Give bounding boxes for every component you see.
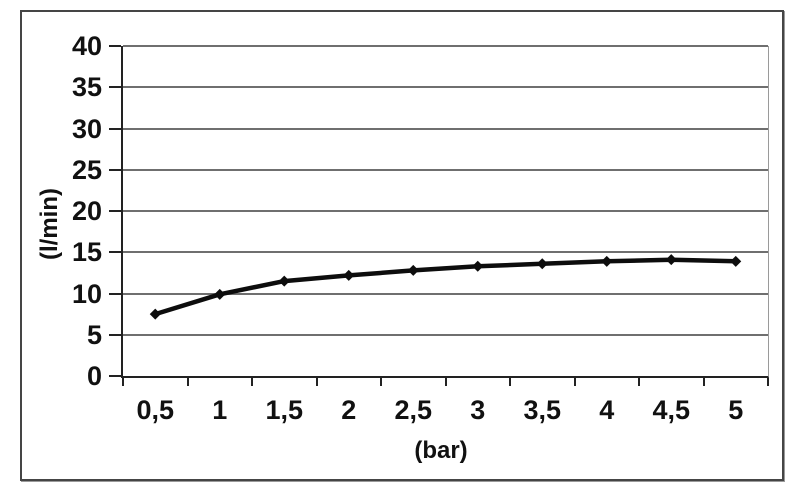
x-tick-mark-8 <box>638 378 640 386</box>
x-axis-title: (bar) <box>414 437 468 464</box>
gridline-y-20 <box>123 210 768 212</box>
y-tick-mark-5 <box>109 333 121 336</box>
x-tick-mark-0 <box>122 378 124 386</box>
x-tick-mark-7 <box>573 378 576 386</box>
y-tick-mark-10 <box>109 292 121 295</box>
y-tick-label-15: 15 <box>71 237 102 268</box>
x-tick-label-2,5: 2,5 <box>394 395 433 425</box>
gridline-y-25 <box>123 168 768 171</box>
gridline-y-10 <box>123 292 768 295</box>
y-tick-mark-0 <box>109 375 121 377</box>
y-tick-mark-35 <box>109 86 121 89</box>
gridline-y-15 <box>123 251 768 254</box>
x-tick-mark-3 <box>315 378 318 386</box>
data-point-marker-4.5 <box>665 254 677 266</box>
series-line-flow-rate <box>154 257 736 317</box>
x-tick-label-1: 1 <box>212 395 228 425</box>
y-tick-label-5: 5 <box>86 319 102 350</box>
gridline-y-5 <box>123 333 768 336</box>
x-tick-mark-1 <box>186 378 189 386</box>
data-point-marker-3 <box>472 260 484 272</box>
y-tick-label-25: 25 <box>71 154 102 185</box>
x-tick-mark-2 <box>251 378 253 386</box>
x-tick-label-1,5: 1,5 <box>265 395 304 425</box>
x-tick-label-0,5: 0,5 <box>136 395 175 425</box>
data-point-marker-5 <box>730 255 742 267</box>
data-point-marker-1 <box>214 288 226 300</box>
gridline-y-30 <box>123 127 768 130</box>
x-tick-mark-4 <box>380 378 382 386</box>
x-tick-label-4,5: 4,5 <box>652 395 691 425</box>
y-tick-mark-15 <box>109 251 121 254</box>
y-tick-label-20: 20 <box>71 196 102 226</box>
x-tick-label-4: 4 <box>599 395 615 425</box>
gridline-y-40 <box>123 45 768 47</box>
y-tick-label-40: 40 <box>71 31 102 61</box>
x-tick-label-5: 5 <box>728 395 744 425</box>
data-point-marker-2.5 <box>407 264 419 276</box>
y-tick-mark-30 <box>109 127 121 130</box>
data-point-marker-1.5 <box>278 275 290 287</box>
data-point-marker-3.5 <box>536 258 548 270</box>
x-tick-label-3,5: 3,5 <box>523 395 562 425</box>
x-tick-label-2: 2 <box>341 395 357 425</box>
y-tick-label-10: 10 <box>71 278 102 309</box>
gridline-y-35 <box>123 86 768 89</box>
x-tick-mark-5 <box>444 378 447 386</box>
line-series <box>149 254 742 320</box>
x-tick-mark-9 <box>702 378 705 386</box>
y-tick-mark-20 <box>109 210 121 212</box>
y-tick-label-0: 0 <box>86 361 102 391</box>
plot-area <box>121 45 769 378</box>
y-tick-mark-40 <box>109 45 121 47</box>
x-tick-mark-6 <box>509 378 511 386</box>
y-tick-label-35: 35 <box>71 72 102 103</box>
x-tick-label-3: 3 <box>470 395 486 425</box>
data-point-marker-2 <box>343 269 355 281</box>
data-point-marker-0.5 <box>149 308 161 320</box>
x-tick-mark-10 <box>767 378 769 386</box>
y-tick-mark-25 <box>109 168 121 171</box>
data-point-marker-4 <box>601 255 613 267</box>
y-tick-label-30: 30 <box>71 113 102 144</box>
